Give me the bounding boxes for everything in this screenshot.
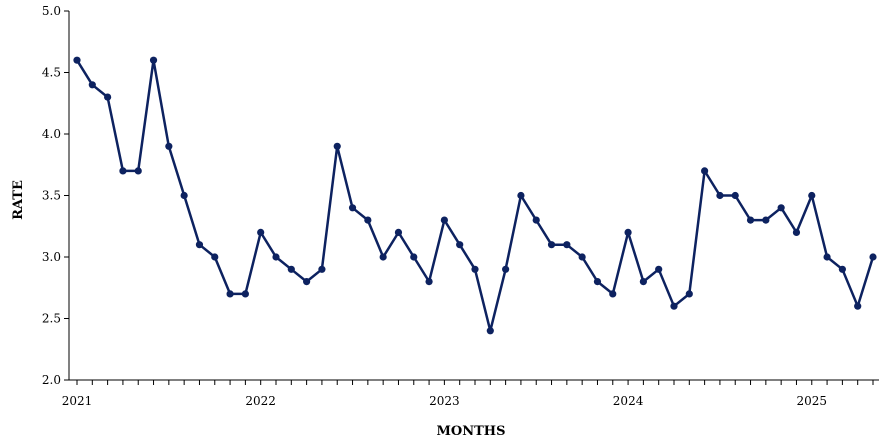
x-tick-label: 2021 xyxy=(62,394,93,408)
data-point xyxy=(578,253,586,261)
data-point xyxy=(777,204,785,212)
data-point xyxy=(456,241,464,249)
data-point xyxy=(410,253,418,261)
x-axis-title: MONTHS xyxy=(437,424,506,439)
data-point xyxy=(134,167,142,175)
data-point xyxy=(165,142,173,150)
x-axis-ticks: 2021 2022 2023 2024 2025 xyxy=(62,380,874,408)
data-point xyxy=(211,253,219,261)
data-point xyxy=(716,191,724,200)
data-point xyxy=(670,302,678,310)
data-point xyxy=(73,56,81,64)
data-point xyxy=(624,228,632,236)
data-point xyxy=(471,265,479,273)
data-point xyxy=(440,216,448,224)
data-point xyxy=(547,241,556,249)
data-point xyxy=(272,253,280,261)
data-point xyxy=(792,228,801,236)
data-point xyxy=(808,191,816,200)
data-point xyxy=(287,265,295,273)
x-tick-label: 2022 xyxy=(245,394,276,408)
data-point xyxy=(517,191,525,200)
data-point xyxy=(685,290,693,298)
data-point xyxy=(333,142,341,150)
data-point xyxy=(746,216,755,224)
data-point xyxy=(364,216,372,224)
data-point xyxy=(502,265,510,273)
data-point xyxy=(563,241,571,249)
data-point xyxy=(149,56,158,64)
data-point xyxy=(119,167,127,175)
y-tick-label: 4.0 xyxy=(42,127,61,141)
y-tick-label: 3.5 xyxy=(42,189,61,203)
y-tick-label: 5.0 xyxy=(42,4,61,18)
y-tick-label: 3.0 xyxy=(42,250,61,264)
series-line xyxy=(75,58,875,333)
data-point xyxy=(88,81,96,89)
y-axis-title: RATE xyxy=(11,180,26,220)
y-axis-ticks: 2.0 2.5 3.0 3.5 4.0 4.5 5.0 xyxy=(42,4,69,387)
data-point xyxy=(303,278,311,286)
data-point xyxy=(762,216,770,224)
x-tick-label: 2025 xyxy=(796,394,827,408)
data-point xyxy=(318,265,326,273)
data-point xyxy=(241,290,249,298)
y-tick-label: 2.5 xyxy=(42,312,61,326)
data-point xyxy=(257,228,265,236)
y-tick-label: 2.0 xyxy=(42,373,61,387)
data-point xyxy=(701,167,709,175)
data-point xyxy=(226,290,234,298)
data-point xyxy=(486,327,494,335)
data-point xyxy=(823,253,831,261)
y-tick-label: 4.5 xyxy=(42,66,61,80)
data-point xyxy=(348,204,357,212)
data-point xyxy=(394,228,403,236)
data-point xyxy=(655,265,663,273)
data-point xyxy=(195,241,204,249)
data-point xyxy=(104,93,112,101)
data-point xyxy=(180,191,188,200)
x-tick-label: 2023 xyxy=(429,394,460,408)
data-point xyxy=(425,278,433,286)
data-point xyxy=(731,191,739,200)
data-point xyxy=(869,253,877,261)
data-point xyxy=(593,278,602,286)
x-tick-label: 2024 xyxy=(613,394,644,408)
series-layer xyxy=(73,56,877,335)
data-point xyxy=(379,253,387,261)
data-point xyxy=(532,216,540,224)
data-point xyxy=(609,290,617,298)
data-point xyxy=(838,265,846,273)
data-point xyxy=(639,278,647,286)
data-point xyxy=(854,302,862,310)
